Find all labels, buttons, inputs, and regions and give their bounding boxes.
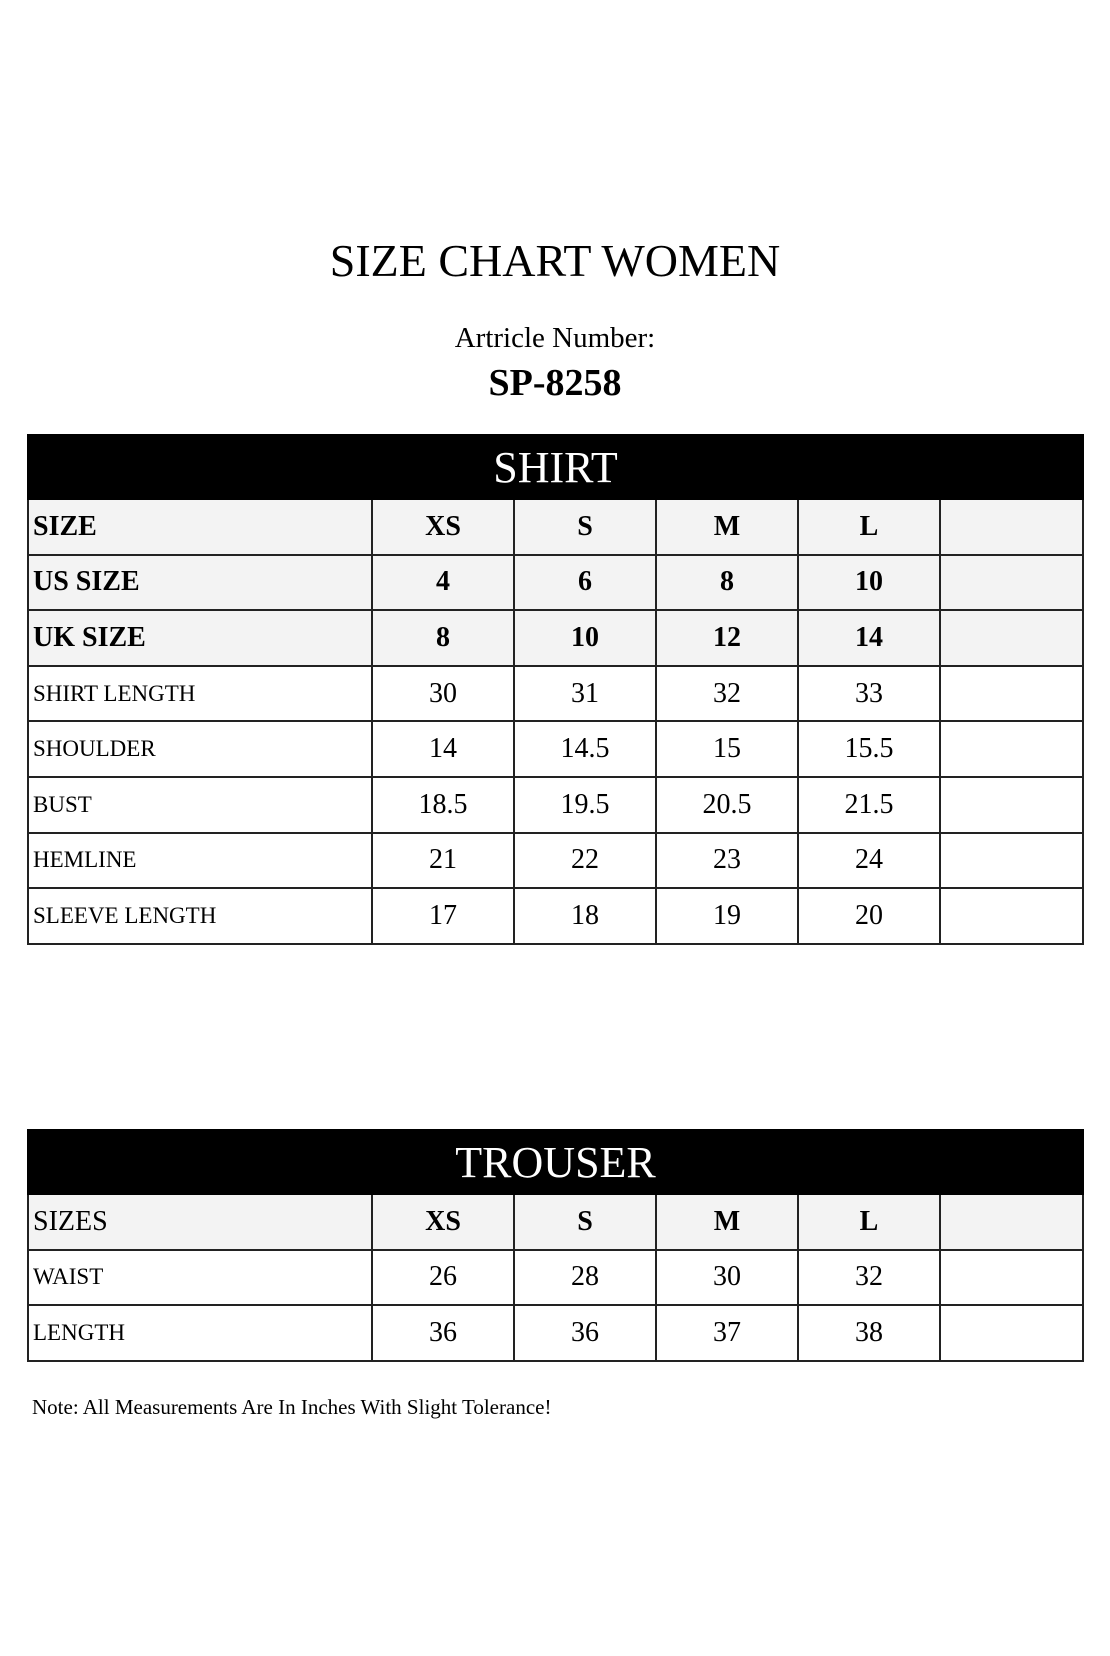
cell-value: 20 <box>797 887 941 945</box>
cell-value: XS <box>371 1193 515 1251</box>
measurement-note: Note: All Measurements Are In Inches Wit… <box>32 1395 552 1419</box>
cell-value: 36 <box>371 1304 515 1362</box>
table-row: LENGTH 36 36 37 38 <box>27 1304 1085 1362</box>
row-label: BUST <box>27 775 373 834</box>
cell-value <box>938 609 1085 667</box>
cell-value <box>938 775 1085 834</box>
page-title: SIZE CHART WOMEN <box>329 235 781 286</box>
cell-value: S <box>513 498 657 556</box>
table-row: BUST 18.5 19.5 20.5 21.5 <box>27 775 1085 834</box>
cell-value <box>938 831 1085 890</box>
header-row: UK SIZE 8 10 12 14 <box>27 609 1085 667</box>
cell-value: 4 <box>371 553 515 612</box>
cell-value: 18 <box>513 887 657 945</box>
cell-value: M <box>655 498 799 556</box>
row-label: SLEEVE LENGTH <box>27 887 373 945</box>
cell-value <box>938 553 1085 612</box>
table-row: HEMLINE 21 22 23 24 <box>27 831 1085 890</box>
cell-value: S <box>513 1193 657 1251</box>
table-row: SLEEVE LENGTH 17 18 19 20 <box>27 887 1085 945</box>
trouser-size-table: TROUSER SIZES XS S M L WAIST 26 28 30 32 LENGTH 36 3… <box>26 1129 1085 1362</box>
row-label: SHOULDER <box>27 720 373 778</box>
cell-value: 26 <box>371 1248 515 1307</box>
article-number: SP-8258 <box>488 362 622 404</box>
cell-value <box>938 664 1085 723</box>
cell-value: 31 <box>513 664 657 723</box>
row-label: UK SIZE <box>27 609 373 667</box>
cell-value: 28 <box>513 1248 657 1307</box>
cell-value: 32 <box>655 664 799 723</box>
cell-value: 30 <box>371 664 515 723</box>
cell-value: 17 <box>371 887 515 945</box>
cell-value: 30 <box>655 1248 799 1307</box>
cell-value <box>938 1304 1085 1362</box>
shirt-size-table: SHIRT SIZE XS S M L US SIZE 4 6 8 10 UK SIZE 8 10 12 1… <box>26 434 1085 945</box>
row-label: SHIRT LENGTH <box>27 664 373 723</box>
cell-value: 12 <box>655 609 799 667</box>
cell-value: 23 <box>655 831 799 890</box>
row-label: SIZES <box>27 1193 373 1251</box>
table-row: SHIRT LENGTH 30 31 32 33 <box>27 664 1085 723</box>
cell-value: 14 <box>371 720 515 778</box>
cell-value <box>938 1193 1085 1251</box>
row-label: US SIZE <box>27 553 373 612</box>
cell-value: 33 <box>797 664 941 723</box>
cell-value: 32 <box>797 1248 941 1307</box>
cell-value: 6 <box>513 553 657 612</box>
cell-value: 36 <box>513 1304 657 1362</box>
cell-value: 14 <box>797 609 941 667</box>
cell-value: 37 <box>655 1304 799 1362</box>
cell-value <box>938 498 1085 556</box>
cell-value: 18.5 <box>371 775 515 834</box>
row-label: WAIST <box>27 1248 373 1307</box>
article-number-label: Artricle Number: <box>454 322 656 354</box>
cell-value: 10 <box>513 609 657 667</box>
cell-value: 15.5 <box>797 720 941 778</box>
cell-value <box>938 1248 1085 1307</box>
row-label: SIZE <box>27 498 373 556</box>
row-label: HEMLINE <box>27 831 373 890</box>
header-row: SIZES XS S M L <box>27 1193 1085 1251</box>
cell-value: XS <box>371 498 515 556</box>
cell-value: 19.5 <box>513 775 657 834</box>
cell-value: 22 <box>513 831 657 890</box>
cell-value: 8 <box>371 609 515 667</box>
cell-value: 24 <box>797 831 941 890</box>
table-row: SHOULDER 14 14.5 15 15.5 <box>27 720 1085 778</box>
cell-value: L <box>797 498 941 556</box>
table-row: WAIST 26 28 30 32 <box>27 1248 1085 1307</box>
trouser-heading: TROUSER <box>26 1129 1085 1195</box>
cell-value: 8 <box>655 553 799 612</box>
cell-value: M <box>655 1193 799 1251</box>
cell-value: 20.5 <box>655 775 799 834</box>
shirt-heading: SHIRT <box>26 434 1085 500</box>
header-row: SIZE XS S M L <box>27 498 1085 556</box>
cell-value: 10 <box>797 553 941 612</box>
cell-value <box>938 887 1085 945</box>
cell-value <box>938 720 1085 778</box>
cell-value: L <box>797 1193 941 1251</box>
cell-value: 21 <box>371 831 515 890</box>
cell-value: 15 <box>655 720 799 778</box>
row-label: LENGTH <box>27 1304 373 1362</box>
cell-value: 14.5 <box>513 720 657 778</box>
header-row: US SIZE 4 6 8 10 <box>27 553 1085 612</box>
cell-value: 21.5 <box>797 775 941 834</box>
cell-value: 19 <box>655 887 799 945</box>
cell-value: 38 <box>797 1304 941 1362</box>
